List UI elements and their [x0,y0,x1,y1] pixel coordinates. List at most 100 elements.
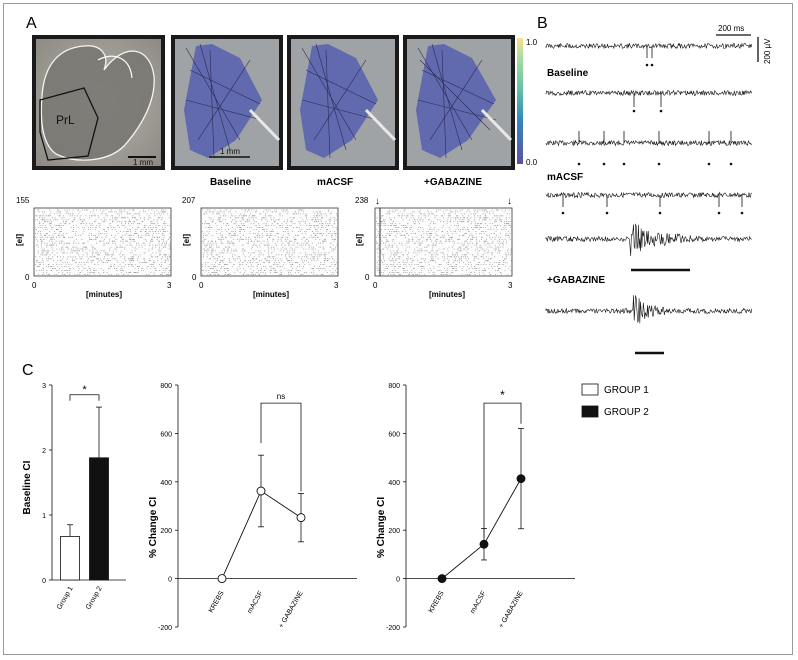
data-point [437,574,447,584]
voltage-trace [545,139,753,147]
raster-3-x1: 3 [508,281,513,290]
y-tick-label: 0 [168,577,172,584]
raster-2: 207 [el] 0 0 3 [minutes] [182,196,339,299]
spike-marker [657,162,661,166]
raster-3-spikes [376,209,512,275]
spike-marker [622,162,626,166]
y-tick-label: 0 [396,577,400,584]
spike-marker [605,211,609,215]
spike-marker [561,211,565,215]
significance-bracket [260,402,302,492]
colorbar-max-label: 1.0 [526,38,538,47]
y-tick-label: 1 [42,513,46,520]
caption-macsf: mACSF [317,177,353,188]
raster-2-x1: 3 [334,281,339,290]
slice-scale-label: 1 mm [133,158,153,167]
raster-3-x0: 0 [373,281,378,290]
colorbar-min-label: 0.0 [526,158,538,167]
raster-2-y0: 0 [192,273,197,282]
y-tick-label: 0 [42,578,46,585]
label-gabazine: +GABAZINE [547,275,605,286]
significance-bracket [483,402,522,538]
spike-marker [717,211,721,215]
y-axis-label: % Change CI [376,497,387,558]
legend-swatch-group1 [581,383,599,396]
panel-c-label: C [22,362,34,379]
y-tick-label: 800 [160,383,172,390]
raster-3-xlabel: [minutes] [429,290,465,299]
spike-marker [577,162,581,166]
spike-marker [740,211,744,215]
spike-marker [632,109,636,113]
slice-image: PrL 1 mm [32,35,165,170]
significance-label: * [82,384,87,396]
significance-label: * [500,388,505,402]
label-baseline: Baseline [547,68,589,79]
y-tick-label: 200 [388,528,400,535]
raster-1-y0: 0 [25,273,30,282]
panel-b-label: B [537,15,548,32]
label-macsf: mACSF [547,172,583,183]
y-tick-label: 400 [388,480,400,487]
voltage-trace [545,223,752,257]
raster-1-count: 155 [16,196,30,205]
spike-marker [658,211,662,215]
caption-gabazine: +GABAZINE [424,177,482,188]
spike-marker [645,63,649,67]
raster-1-xlabel: [minutes] [86,290,122,299]
arrow-down-icon-left: ↓ [375,196,380,207]
spike-marker [659,109,663,113]
spike-marker [729,162,733,166]
network-image-macsf [287,35,399,170]
network-image-baseline: 1 mm [171,35,283,170]
y-tick-label: -200 [158,625,172,632]
raster-3: 238 ↓ ↓ [el] 0 0 3 [minutes] [355,196,513,299]
caption-baseline: Baseline [210,177,252,188]
raster-spike-texture [202,209,338,275]
panel-a-label: A [26,15,37,32]
raster-2-spikes [202,209,338,275]
legend-label-group1: GROUP 1 [604,385,649,396]
data-point [256,486,266,496]
raster-1: 155 [el] 0 0 3 [minutes] [15,196,172,299]
voltage-trace [545,191,752,199]
raster-3-ylabel: [el] [355,234,364,246]
voltage-trace [545,295,753,324]
raster-3-count: 238 [355,196,369,205]
y-tick-label: 400 [160,480,172,487]
prl-label: PrL [56,113,75,127]
raster-2-xlabel: [minutes] [253,290,289,299]
y-axis-label: % Change CI [148,497,159,558]
data-point [479,539,489,549]
arrow-down-icon-right: ↓ [507,196,512,207]
panel-b: 200 ms 200 µV Baseline mACSF +GABAZINE [545,24,772,355]
raster-spike-texture [376,209,512,275]
y-tick-label: 600 [160,431,172,438]
raster-2-count: 207 [182,196,196,205]
raster-1-spikes [35,209,171,275]
legend-label-group2: GROUP 2 [604,407,649,418]
y-tick-label: 3 [42,383,46,390]
y-axis-label: Baseline CI [22,460,33,514]
data-point [516,474,526,484]
raster-1-ylabel: [el] [15,234,24,246]
voltage-trace [545,89,753,97]
amp-scale-label: 200 µV [763,38,772,64]
spike-marker [650,63,654,67]
raster-1-x1: 3 [167,281,172,290]
raster-3-y0: 0 [365,273,370,282]
raster-2-area [200,207,339,277]
spike-marker [602,162,606,166]
raster-1-x0: 0 [32,281,37,290]
raster-2-x0: 0 [199,281,204,290]
legend: GROUP 1 GROUP 2 [581,383,649,418]
legend-swatch-group2 [581,405,599,418]
y-tick-label: 800 [388,383,400,390]
spike-marker [707,162,711,166]
voltage-trace [545,42,753,50]
trace-group [545,42,753,324]
significance-label: ns [277,392,285,401]
significance-bracket [69,394,100,401]
